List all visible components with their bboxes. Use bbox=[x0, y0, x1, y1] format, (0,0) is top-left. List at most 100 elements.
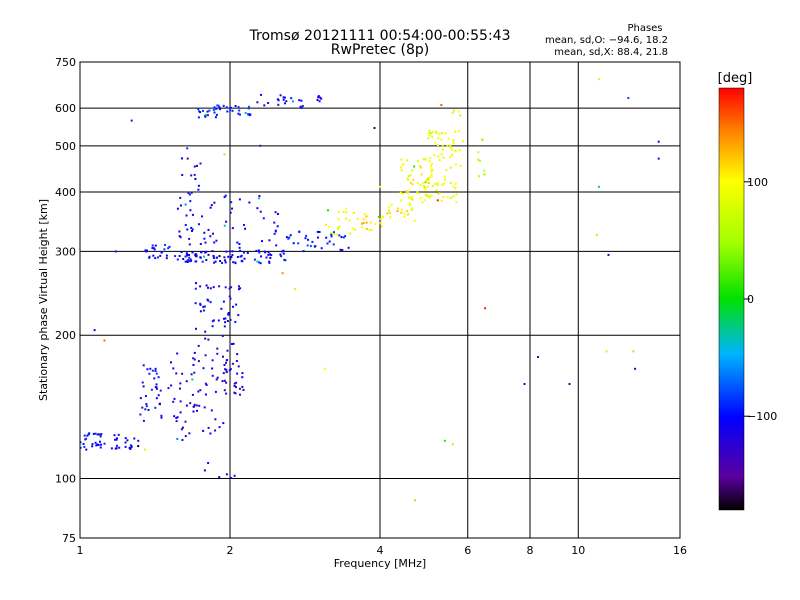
data-point bbox=[195, 260, 198, 263]
data-point bbox=[217, 104, 220, 107]
data-point bbox=[365, 227, 368, 230]
data-point bbox=[197, 188, 200, 191]
data-point bbox=[430, 163, 433, 165]
colorbar-unit-label: [deg] bbox=[718, 71, 753, 86]
data-point bbox=[307, 238, 309, 241]
data-point bbox=[240, 259, 243, 262]
data-point bbox=[407, 178, 409, 181]
data-point bbox=[153, 377, 156, 380]
data-point bbox=[195, 255, 198, 258]
colorbar-tick-label: 100 bbox=[747, 176, 768, 189]
data-point bbox=[235, 360, 238, 362]
data-point bbox=[186, 228, 189, 231]
data-point bbox=[453, 185, 455, 188]
data-point bbox=[449, 181, 452, 184]
data-point bbox=[325, 236, 328, 239]
data-point bbox=[445, 169, 448, 172]
data-point bbox=[110, 447, 113, 450]
chart-title: Tromsø 20121111 00:54:00-00:55:43 bbox=[249, 28, 511, 44]
data-point bbox=[443, 439, 446, 442]
data-point bbox=[148, 255, 151, 258]
data-point bbox=[400, 158, 403, 161]
data-point bbox=[342, 211, 345, 213]
data-point bbox=[267, 102, 270, 104]
data-point bbox=[438, 159, 441, 162]
data-point bbox=[236, 353, 239, 356]
data-point bbox=[247, 107, 250, 110]
data-point bbox=[406, 192, 409, 195]
data-point bbox=[285, 236, 288, 239]
data-point bbox=[211, 367, 214, 370]
data-point bbox=[188, 193, 191, 196]
data-point bbox=[458, 149, 461, 152]
data-point bbox=[222, 300, 225, 303]
data-point bbox=[139, 397, 142, 400]
data-point bbox=[409, 181, 412, 184]
data-point bbox=[223, 364, 226, 366]
data-point bbox=[211, 359, 214, 362]
data-point bbox=[407, 175, 410, 178]
grid-lines bbox=[80, 62, 680, 538]
data-point bbox=[91, 445, 94, 448]
data-point bbox=[298, 99, 301, 102]
data-point bbox=[449, 196, 452, 199]
data-point bbox=[223, 317, 225, 320]
data-point bbox=[420, 173, 423, 176]
data-point bbox=[339, 248, 342, 251]
data-point bbox=[634, 367, 637, 370]
data-point bbox=[235, 386, 237, 389]
data-point bbox=[284, 259, 287, 262]
data-point bbox=[231, 207, 233, 210]
data-point bbox=[422, 158, 425, 161]
data-point bbox=[430, 132, 432, 135]
data-point bbox=[188, 243, 191, 246]
data-point bbox=[154, 367, 157, 370]
data-point bbox=[113, 434, 116, 437]
data-point bbox=[268, 253, 271, 256]
data-point bbox=[117, 433, 120, 436]
data-point bbox=[214, 390, 217, 393]
data-point bbox=[114, 438, 116, 441]
data-point bbox=[151, 369, 154, 372]
data-point bbox=[410, 208, 413, 211]
data-point bbox=[316, 99, 319, 101]
data-point bbox=[179, 382, 182, 385]
data-point bbox=[195, 282, 197, 285]
data-point bbox=[167, 387, 170, 390]
data-point bbox=[139, 413, 142, 416]
data-point bbox=[595, 233, 598, 236]
data-point bbox=[287, 237, 290, 240]
data-point bbox=[147, 409, 150, 411]
data-point bbox=[337, 226, 340, 229]
data-point bbox=[230, 477, 233, 479]
data-point bbox=[225, 359, 228, 362]
data-point bbox=[202, 429, 205, 432]
data-point bbox=[115, 447, 118, 450]
data-point bbox=[186, 252, 188, 255]
data-point bbox=[452, 141, 455, 144]
data-point bbox=[379, 222, 382, 225]
data-point bbox=[261, 240, 263, 243]
data-point bbox=[195, 404, 198, 407]
data-point bbox=[239, 249, 242, 252]
data-point bbox=[417, 192, 420, 195]
data-point bbox=[215, 239, 218, 242]
data-point bbox=[233, 474, 236, 477]
data-point bbox=[214, 116, 217, 119]
data-point bbox=[185, 214, 188, 217]
data-point bbox=[85, 448, 88, 451]
data-point bbox=[435, 189, 438, 192]
data-point bbox=[292, 100, 294, 103]
data-point bbox=[212, 232, 214, 235]
data-point bbox=[194, 302, 197, 305]
data-point bbox=[351, 227, 354, 230]
data-point bbox=[227, 255, 230, 258]
data-point bbox=[129, 446, 132, 449]
data-point bbox=[163, 248, 166, 251]
data-point bbox=[141, 406, 144, 409]
data-point bbox=[243, 257, 246, 260]
data-point bbox=[175, 417, 178, 419]
data-point bbox=[159, 389, 162, 392]
data-point bbox=[451, 111, 454, 114]
data-point bbox=[216, 376, 219, 379]
